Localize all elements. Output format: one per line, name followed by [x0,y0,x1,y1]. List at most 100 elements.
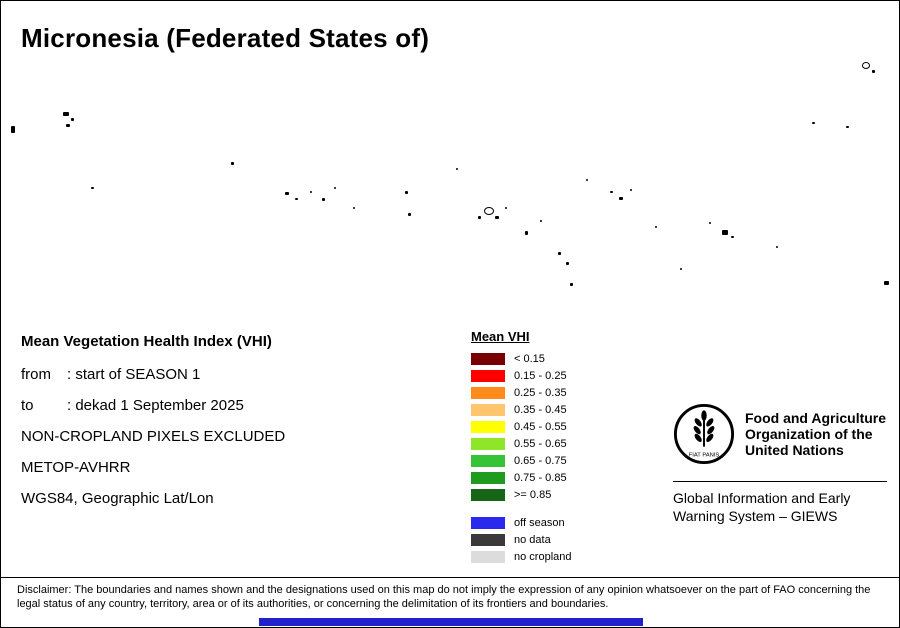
giews-divider [673,481,887,482]
legend-color-swatch [471,404,505,416]
metadata-value: : dekad 1 September 2025 [67,397,244,414]
island-dot [322,198,325,201]
metadata-lines: from: start of SEASON 1 to : dekad 1 Septe… [21,366,461,507]
island-dot [619,197,623,200]
bottom-blue-bar [259,618,643,626]
legend-color-swatch [471,551,505,563]
island-dot [91,187,94,189]
legend-label: < 0.15 [514,353,545,365]
metadata-line: METOP-AVHRR [21,459,461,476]
legend-color-swatch [471,489,505,501]
giews-caption-line: Global Information and Early [673,490,851,506]
legend-color-swatch [471,370,505,382]
metadata-line: to : dekad 1 September 2025 [21,397,461,414]
island-dot [231,162,234,165]
legend-color-swatch [471,517,505,529]
legend-label: no data [514,534,551,546]
legend-row: >= 0.85 [471,489,572,501]
legend-color-swatch [471,534,505,546]
fao-motto: FIAT PANIS [689,452,720,458]
legend-row: off season [471,517,572,529]
island-dot [630,189,632,191]
legend-label: 0.25 - 0.35 [514,387,567,399]
legend-label: 0.75 - 0.85 [514,472,567,484]
metadata-line: WGS84, Geographic Lat/Lon [21,490,461,507]
legend-row: < 0.15 [471,353,572,365]
island-dot [566,262,569,265]
island-dot [334,187,336,189]
legend-row: no cropland [471,551,572,563]
legend-color-swatch [471,455,505,467]
giews-caption: Global Information and Early Warning Syst… [673,489,850,525]
island-dot [495,216,499,219]
page-title: Micronesia (Federated States of) [21,23,430,53]
metadata-label: from [21,366,51,383]
legend-row: 0.55 - 0.65 [471,438,572,450]
legend-color-swatch [471,353,505,365]
fao-org-line: Organization of the [745,426,873,442]
island-dot [353,207,355,209]
legend-color-swatch [471,421,505,433]
fao-branding: FIAT PANIS Food and Agriculture Organizat… [673,403,886,465]
legend-label: 0.65 - 0.75 [514,455,567,467]
legend-label: 0.35 - 0.45 [514,404,567,416]
island-dot [862,62,870,69]
fao-org-line: United Nations [745,442,844,458]
legend-label: 0.15 - 0.25 [514,370,567,382]
island-dot [731,236,734,238]
legend-row: no data [471,534,572,546]
island-dot [655,226,657,228]
island-dot [586,179,588,181]
fao-org-line: Food and Agriculture [745,410,887,426]
island-dot [558,252,561,255]
legend-class-rows: < 0.15 0.15 - 0.25 0.25 - 0.35 0.35 - 0.45 0… [471,353,572,501]
island-dot [540,220,542,222]
legend-color-swatch [471,438,505,450]
island-dot [408,213,411,216]
island-dot [846,126,849,128]
island-dot [872,70,875,73]
island-dot [11,126,15,133]
island-dot [478,216,481,219]
legend-label: 0.55 - 0.65 [514,438,567,450]
island-dot [405,191,408,194]
legend-extra-rows: off season no data no cropland [471,517,572,563]
island-dot [285,192,289,195]
island-dot [456,168,458,170]
legend-row: 0.35 - 0.45 [471,404,572,416]
island-dot [71,118,74,121]
island-dot [63,112,69,116]
legend-title: Mean VHI [471,329,530,344]
island-dot [525,231,528,235]
legend-color-swatch [471,472,505,484]
legend-row: 0.75 - 0.85 [471,472,572,484]
island-dot [505,207,507,209]
island-dot [570,283,573,286]
giews-caption-line: Warning System – GIEWS [673,508,838,524]
map-metadata-block: Mean Vegetation Health Index (VHI) from:… [21,333,461,521]
legend-row: 0.65 - 0.75 [471,455,572,467]
metadata-line: from: start of SEASON 1 [21,366,461,383]
legend-label: 0.45 - 0.55 [514,421,567,433]
fao-org-name: Food and Agriculture Organization of the U… [745,410,886,458]
metadata-line: NON-CROPLAND PIXELS EXCLUDED [21,428,461,445]
legend-row: 0.15 - 0.25 [471,370,572,382]
legend-label: off season [514,517,565,529]
legend-row: 0.45 - 0.55 [471,421,572,433]
metadata-value: NON-CROPLAND PIXELS EXCLUDED [21,428,286,445]
fao-logo-icon: FIAT PANIS [673,403,735,465]
island-dot [709,222,711,224]
metadata-label: to [21,397,34,414]
island-dot [776,246,778,248]
legend-row: 0.25 - 0.35 [471,387,572,399]
metadata-value: METOP-AVHRR [21,459,131,476]
island-dot [66,124,70,127]
metadata-value: WGS84, Geographic Lat/Lon [21,490,214,507]
island-dot [680,268,682,270]
island-dot [812,122,815,124]
island-dot [484,207,494,215]
island-dot [884,281,889,285]
legend-color-swatch [471,387,505,399]
